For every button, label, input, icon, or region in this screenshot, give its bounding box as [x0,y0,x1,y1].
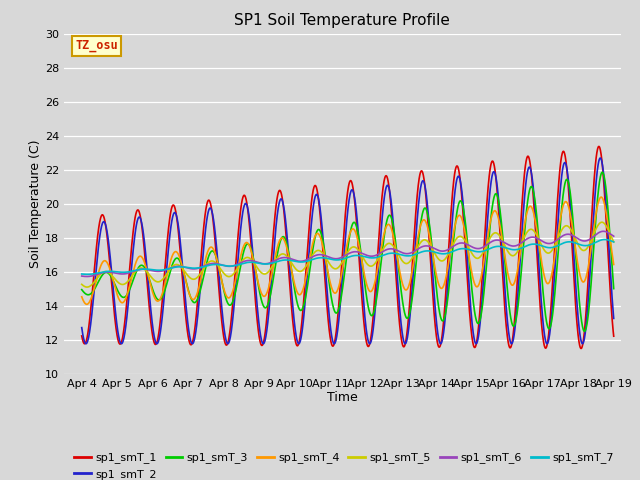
sp1_smT_2 [305,252,312,257]
sp1_smT_1 [600,177,607,183]
sp1_smT_2 [596,155,604,161]
sp1_smT_2 [282,219,289,225]
sp1_smT_3 [598,169,606,175]
sp1_smT_6 [78,273,86,279]
sp1_smT_3 [305,274,312,280]
Line: sp1_smT_7: sp1_smT_7 [82,240,614,275]
sp1_smT_5 [139,265,147,271]
sp1_smT_5 [598,219,605,225]
Line: sp1_smT_2: sp1_smT_2 [82,158,614,344]
sp1_smT_1 [282,228,289,234]
sp1_smT_6 [170,264,178,270]
sp1_smT_1 [595,144,603,149]
Line: sp1_smT_5: sp1_smT_5 [82,222,614,287]
Line: sp1_smT_3: sp1_smT_3 [82,172,614,331]
sp1_smT_5 [282,252,290,258]
sp1_smT_3 [282,238,289,243]
sp1_smT_4 [139,255,147,261]
sp1_smT_7 [78,271,86,277]
sp1_smT_5 [600,220,607,226]
sp1_smT_7 [610,239,618,245]
sp1_smT_2 [138,224,146,229]
sp1_smT_2 [170,210,178,216]
sp1_smT_2 [579,341,586,347]
X-axis label: Time: Time [327,391,358,404]
sp1_smT_7 [542,244,550,250]
sp1_smT_5 [78,281,86,287]
sp1_smT_7 [139,266,147,272]
sp1_smT_6 [610,233,618,239]
sp1_smT_4 [542,279,550,285]
sp1_smT_3 [610,286,618,291]
sp1_smT_5 [170,262,178,268]
Line: sp1_smT_6: sp1_smT_6 [82,231,614,276]
sp1_smT_1 [542,345,550,351]
sp1_smT_3 [600,171,607,177]
sp1_smT_4 [597,194,605,200]
sp1_smT_2 [600,171,607,177]
Y-axis label: Soil Temperature (C): Soil Temperature (C) [29,140,42,268]
sp1_smT_5 [542,249,550,255]
Line: sp1_smT_4: sp1_smT_4 [82,197,614,304]
sp1_smT_3 [170,258,178,264]
sp1_smT_3 [78,287,86,292]
sp1_smT_6 [83,274,91,279]
Title: SP1 Soil Temperature Profile: SP1 Soil Temperature Profile [234,13,451,28]
sp1_smT_2 [542,339,550,345]
sp1_smT_6 [139,266,147,272]
sp1_smT_7 [601,237,609,242]
sp1_smT_1 [78,333,86,339]
sp1_smT_1 [577,346,585,351]
sp1_smT_6 [542,240,550,246]
sp1_smT_4 [600,198,607,204]
sp1_smT_1 [610,333,618,339]
sp1_smT_4 [78,294,86,300]
sp1_smT_3 [138,263,146,268]
sp1_smT_1 [170,203,178,208]
sp1_smT_5 [610,239,618,245]
sp1_smT_7 [84,272,92,277]
sp1_smT_2 [610,315,618,321]
sp1_smT_6 [282,255,290,261]
sp1_smT_1 [305,228,312,234]
sp1_smT_7 [170,264,178,270]
sp1_smT_5 [305,258,313,264]
sp1_smT_2 [78,325,86,331]
sp1_smT_6 [305,256,313,262]
Legend: sp1_smT_1, sp1_smT_2, sp1_smT_3, sp1_smT_4, sp1_smT_5, sp1_smT_6, sp1_smT_7: sp1_smT_1, sp1_smT_2, sp1_smT_3, sp1_smT… [70,448,618,480]
sp1_smT_4 [282,241,290,247]
sp1_smT_4 [170,250,178,255]
sp1_smT_6 [600,228,607,234]
sp1_smT_6 [600,228,607,234]
sp1_smT_5 [83,284,91,290]
Line: sp1_smT_1: sp1_smT_1 [82,146,614,348]
sp1_smT_4 [610,262,618,267]
sp1_smT_7 [600,237,607,242]
sp1_smT_3 [580,328,588,334]
sp1_smT_4 [83,301,90,307]
sp1_smT_3 [542,315,550,321]
Text: TZ_osu: TZ_osu [75,39,118,52]
sp1_smT_4 [305,259,313,265]
sp1_smT_7 [282,257,290,263]
sp1_smT_1 [138,228,146,234]
sp1_smT_7 [305,258,313,264]
